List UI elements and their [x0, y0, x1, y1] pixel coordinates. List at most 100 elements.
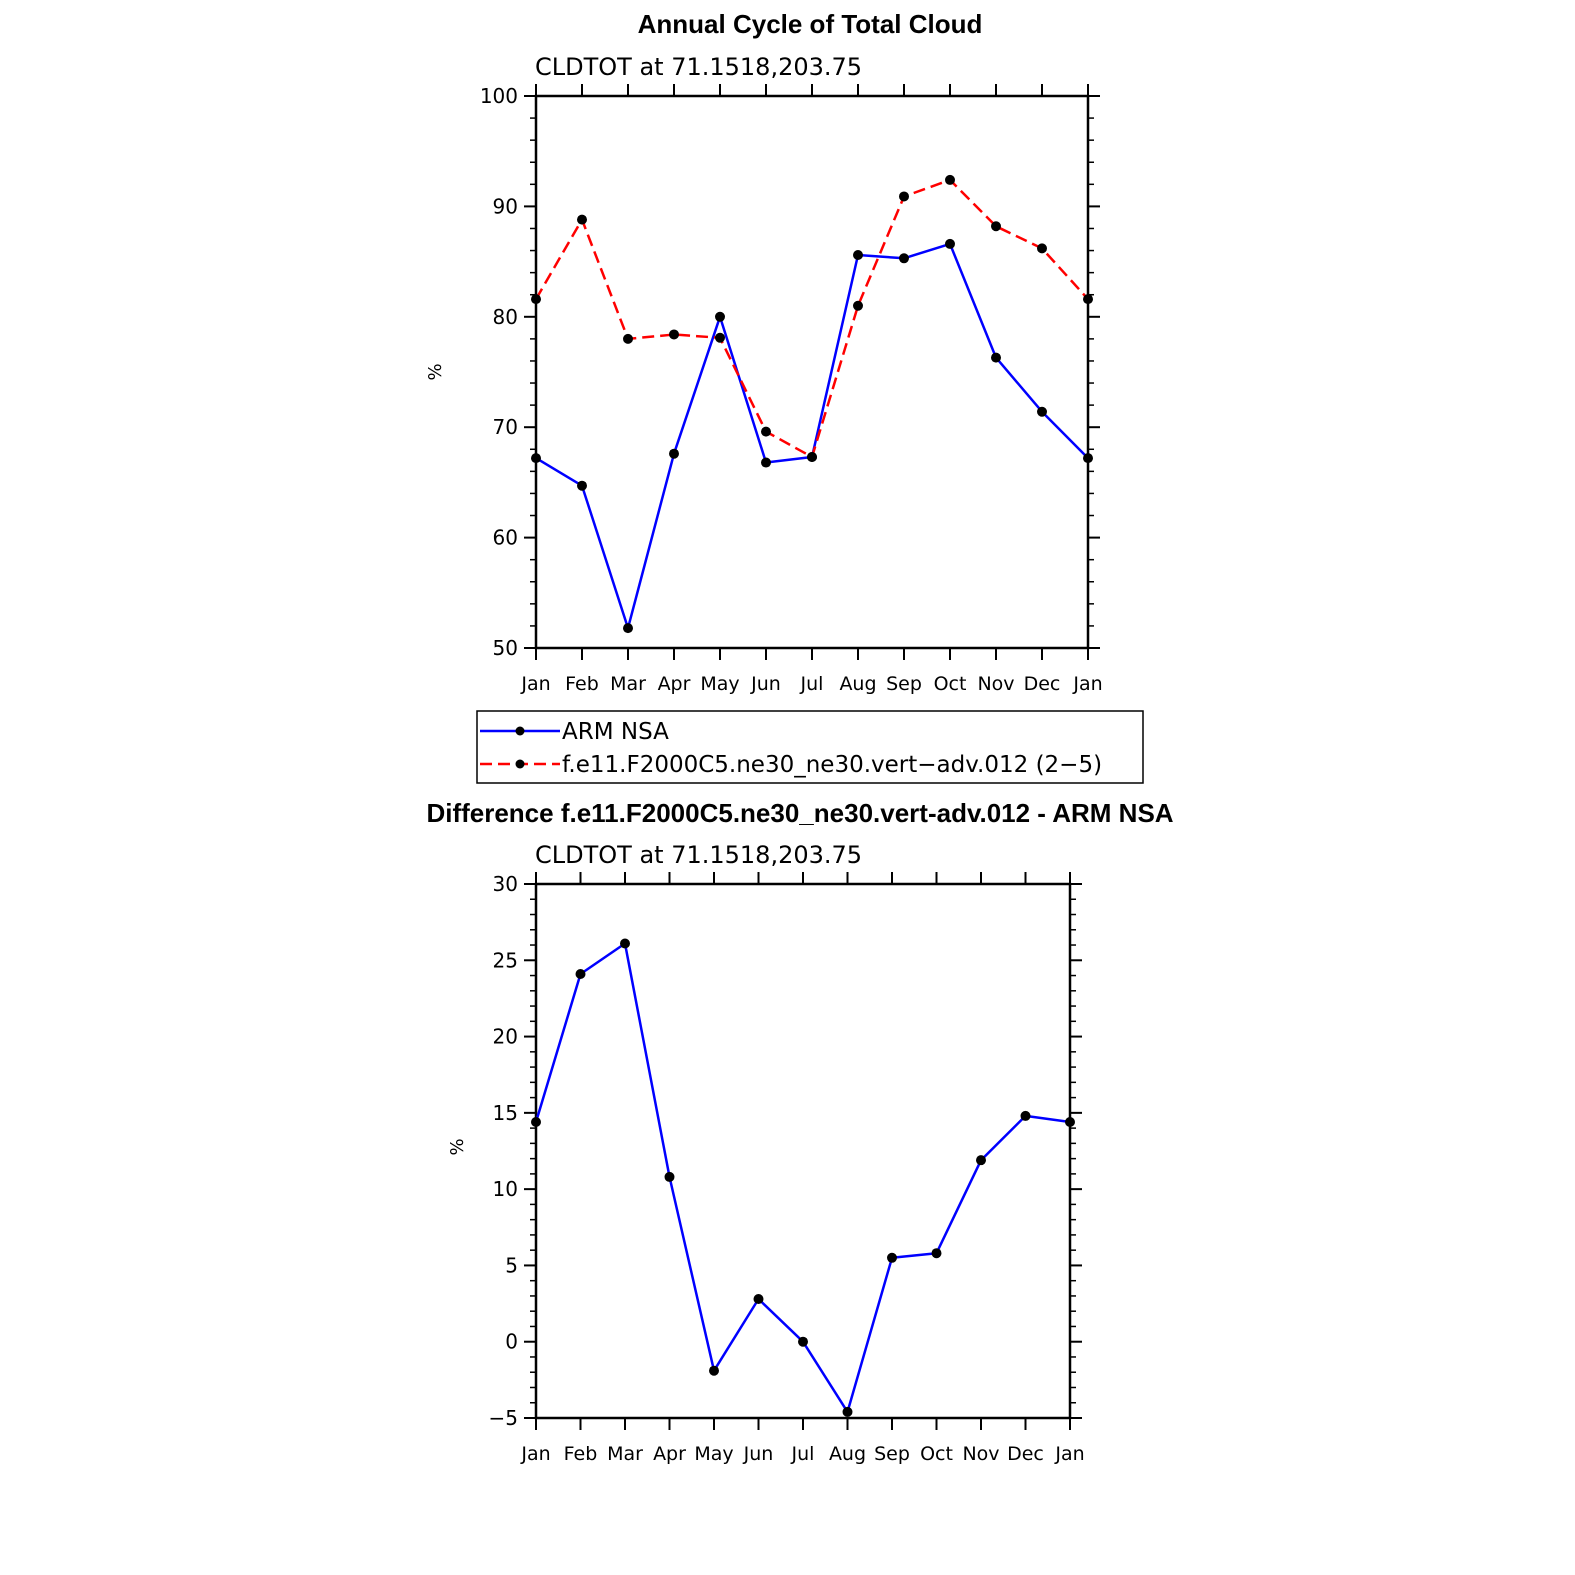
data-point [945, 238, 955, 249]
data-point [669, 448, 679, 459]
data-point [853, 300, 863, 311]
x-tick-label: May [700, 673, 739, 695]
panel-2-title: Difference f.e11.F2000C5.ne30_ne30.vert-… [426, 798, 1173, 828]
series-line-0 [535, 242, 1089, 630]
data-point [798, 1336, 808, 1347]
legend-marker-arm-nsa [515, 726, 525, 736]
panel-1-subtitle: CLDTOT at 71.1518,203.75 [535, 53, 862, 81]
data-point [976, 1155, 986, 1166]
data-point [899, 253, 909, 264]
panel-1-series [531, 174, 1093, 634]
x-tick-label: Feb [565, 673, 599, 695]
x-tick-label: Mar [607, 1443, 643, 1465]
panel-2-subtitle: CLDTOT at 71.1518,203.75 [535, 841, 862, 869]
x-tick-label: Jun [750, 673, 781, 695]
x-tick-label: Jan [520, 1443, 550, 1465]
panel-2-axes: −5 0 5 10 15 20 25 30 Jan Feb Mar Apr May Jun Jul Aug Se… [489, 872, 1085, 1465]
data-point [931, 1248, 942, 1259]
x-tick-label: Jan [1054, 1443, 1084, 1465]
x-tick-label: Oct [934, 673, 967, 695]
data-point [531, 1117, 541, 1128]
y-tick-label: −5 [489, 1406, 518, 1430]
x-tick-label: Aug [829, 1443, 866, 1465]
y-tick-label: 25 [493, 948, 518, 972]
data-point [842, 1406, 853, 1417]
x-tick-label: Mar [610, 673, 646, 695]
data-point [807, 452, 817, 463]
plot-frame [534, 94, 1090, 650]
data-point [575, 969, 586, 980]
y-tick-label: 90 [493, 194, 518, 218]
legend-marker-model [515, 759, 525, 769]
x-tick-label: Dec [1007, 1443, 1044, 1465]
y-tick-label: 80 [493, 305, 518, 329]
x-tick-label: Apr [658, 673, 691, 695]
y-tick-label: 10 [493, 1177, 518, 1201]
x-tick-label: Oct [920, 1443, 953, 1465]
x-tick-label: May [694, 1443, 733, 1465]
legend: ARM NSA f.e11.F2000C5.ne30_ne30.vert−adv… [476, 710, 1144, 784]
data-point [887, 1252, 897, 1263]
y-tick-label: 15 [493, 1101, 518, 1125]
data-point [899, 191, 909, 202]
data-point [1037, 406, 1047, 417]
data-point [945, 174, 955, 185]
x-tick-label: Dec [1024, 673, 1061, 695]
data-point [531, 294, 541, 305]
data-point [664, 1171, 675, 1182]
x-tick-label: Nov [962, 1443, 999, 1465]
data-point [669, 329, 679, 340]
data-point [991, 221, 1001, 232]
data-point [991, 352, 1001, 363]
panel-1-y-axis-label: % [425, 363, 446, 380]
data-point [577, 214, 587, 225]
x-tick-label: Jan [1072, 673, 1102, 695]
legend-box [476, 710, 1144, 784]
data-point [531, 453, 541, 464]
series-line-1 [534, 178, 1089, 459]
panel-2-series [531, 938, 1075, 1417]
difference-panel: Difference f.e11.F2000C5.ne30_ne30.vert-… [426, 798, 1173, 1465]
data-point [715, 311, 725, 322]
y-tick-label: 70 [493, 415, 518, 439]
panel-1-title: Annual Cycle of Total Cloud [638, 9, 983, 39]
y-tick-label: 30 [493, 872, 518, 896]
x-tick-label: Sep [874, 1443, 910, 1465]
x-tick-label: Jun [743, 1443, 774, 1465]
data-point [577, 480, 587, 491]
annual-cycle-panel: Annual Cycle of Total Cloud CLDTOT at 71… [425, 9, 1103, 695]
data-point [853, 249, 863, 260]
data-point [761, 457, 771, 468]
x-tick-label: Feb [564, 1443, 598, 1465]
y-tick-label: 60 [493, 526, 518, 550]
x-tick-label: Jan [520, 673, 550, 695]
x-tick-label: Jul [791, 1443, 815, 1465]
data-point [1083, 294, 1093, 305]
data-point [1083, 453, 1093, 464]
x-tick-label: Nov [977, 673, 1014, 695]
x-tick-label: Jul [800, 673, 824, 695]
data-point [753, 1293, 764, 1304]
panel-1-axes: 50 60 70 80 90 100 Jan Feb Mar Apr May Jun Jul Aug Sep… [480, 84, 1103, 695]
y-tick-label: 5 [505, 1253, 518, 1277]
y-tick-label: 0 [505, 1330, 518, 1354]
legend-label-arm-nsa: ARM NSA [562, 719, 669, 745]
x-tick-label: Aug [839, 673, 876, 695]
y-tick-label: 50 [493, 636, 518, 660]
data-point [620, 938, 630, 949]
legend-label-model: f.e11.F2000C5.ne30_ne30.vert−adv.012 (2−… [562, 752, 1102, 778]
data-point [1020, 1110, 1031, 1121]
panel-2-y-axis-label: % [447, 1138, 468, 1155]
x-tick-label: Sep [886, 673, 922, 695]
x-tick-label: Apr [653, 1443, 686, 1465]
data-point [709, 1365, 719, 1376]
data-point [761, 426, 771, 437]
y-tick-label: 100 [480, 84, 518, 108]
y-tick-label: 20 [493, 1025, 518, 1049]
data-point [1065, 1117, 1075, 1128]
data-point [623, 623, 633, 634]
data-point [623, 333, 633, 344]
data-point [1037, 243, 1047, 254]
data-point [715, 332, 725, 343]
